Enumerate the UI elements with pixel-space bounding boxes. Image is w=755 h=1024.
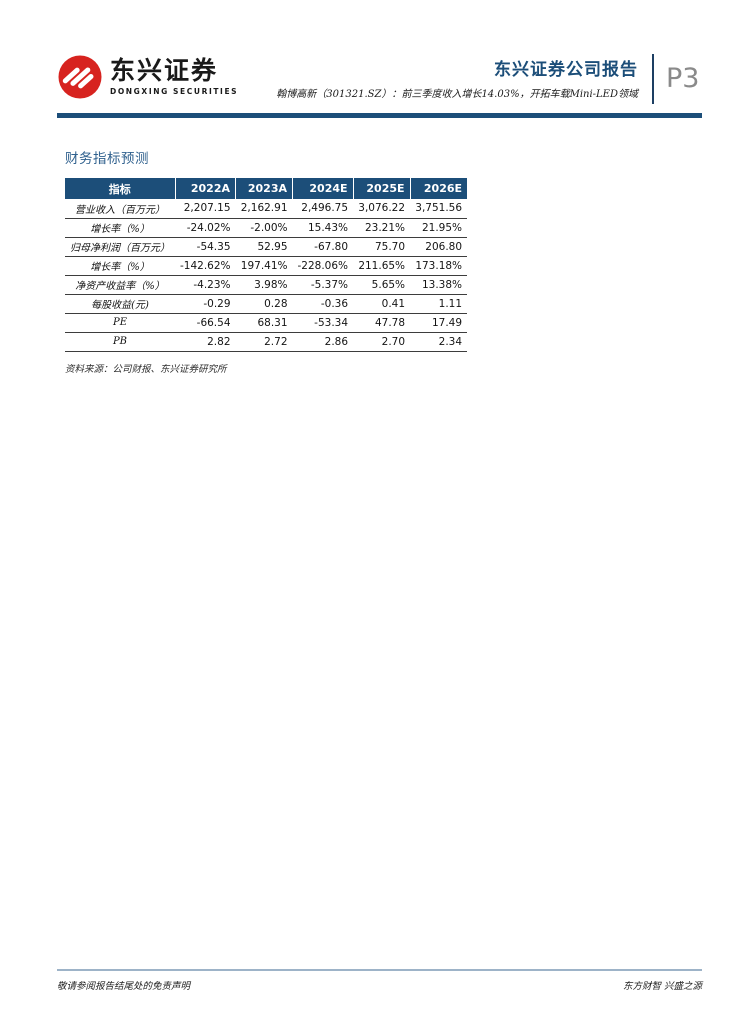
footer-rule: [57, 969, 702, 971]
cell-value: 17.49: [410, 313, 468, 333]
column-header-2022a: 2022A: [175, 178, 237, 199]
financial-forecast-table: 指标 2022A 2023A 2024E 2025E 2026E 营业收入（百万…: [65, 178, 468, 352]
column-header-2026e: 2026E: [410, 178, 468, 199]
table-row: 每股收益(元) -0.29 0.28 -0.36 0.41 1.11: [65, 294, 468, 314]
row-label: 增长率（%）: [65, 218, 175, 238]
cell-value: -228.06%: [292, 256, 354, 276]
cell-value: 52.95: [235, 237, 293, 257]
row-label: 营业收入（百万元）: [65, 199, 175, 219]
row-label: PB: [65, 332, 175, 352]
header-titles: 东兴证券公司报告 翰博高新（301321.SZ）：前三季度收入增长14.03%，…: [276, 58, 638, 100]
cell-value: 0.28: [235, 294, 293, 314]
cell-value: 197.41%: [235, 256, 293, 276]
cell-value: 2.86: [292, 332, 354, 352]
cell-value: 2.34: [410, 332, 468, 352]
cell-value: -5.37%: [292, 275, 354, 295]
cell-value: -0.29: [175, 294, 236, 314]
cell-value: -24.02%: [175, 218, 236, 238]
column-header-2024e: 2024E: [292, 178, 354, 199]
header-rule: [57, 113, 702, 118]
header-right: 东兴证券公司报告 翰博高新（301321.SZ）：前三季度收入增长14.03%，…: [276, 54, 702, 104]
table-row: PE -66.54 68.31 -53.34 47.78 17.49: [65, 313, 468, 333]
footer-row: 敬请参阅报告结尾处的免责声明 东方财智 兴盛之源: [57, 978, 702, 992]
cell-value: -2.00%: [235, 218, 293, 238]
brand-logo: 东兴证券 DONGXING SECURITIES: [57, 54, 238, 100]
table-row: 增长率（%） -142.62% 197.41% -228.06% 211.65%…: [65, 256, 468, 276]
table-row: 归母净利润（百万元） -54.35 52.95 -67.80 75.70 206…: [65, 237, 468, 257]
cell-value: 173.18%: [410, 256, 468, 276]
column-header-2023a: 2023A: [235, 178, 294, 199]
row-label: 归母净利润（百万元）: [65, 237, 175, 257]
report-subtitle: 翰博高新（301321.SZ）：前三季度收入增长14.03%，开拓车载Mini-…: [276, 89, 638, 101]
cell-value: 21.95%: [410, 218, 468, 238]
cell-value: -4.23%: [175, 275, 236, 295]
cell-value: 15.43%: [292, 218, 354, 238]
cell-value: 0.41: [353, 294, 411, 314]
report-header: 东兴证券 DONGXING SECURITIES 东兴证券公司报告 翰博高新（3…: [57, 54, 702, 104]
column-header-indicator: 指标: [65, 178, 176, 199]
cell-value: 211.65%: [353, 256, 411, 276]
cell-value: -0.36: [292, 294, 354, 314]
cell-value: -142.62%: [175, 256, 236, 276]
footer-slogan: 东方财智 兴盛之源: [622, 981, 702, 992]
cell-value: 23.21%: [353, 218, 411, 238]
row-label: 增长率（%）: [65, 256, 175, 276]
cell-value: 2,207.15: [175, 199, 236, 219]
column-header-2025e: 2025E: [353, 178, 411, 199]
cell-value: 2.82: [175, 332, 236, 352]
table-header: 指标 2022A 2023A 2024E 2025E 2026E: [65, 178, 468, 199]
table-body: 营业收入（百万元） 2,207.15 2,162.91 2,496.75 3,0…: [65, 199, 468, 352]
cell-value: 47.78: [353, 313, 411, 333]
row-label: PE: [65, 313, 175, 333]
cell-value: 2.70: [353, 332, 411, 352]
table-header-row: 指标 2022A 2023A 2024E 2025E 2026E: [65, 178, 468, 199]
report-type-title: 东兴证券公司报告: [494, 59, 638, 80]
source-note: 资料来源：公司财报、东兴证券研究所: [65, 363, 227, 375]
header-vertical-divider: [652, 54, 654, 104]
cell-value: 13.38%: [410, 275, 468, 295]
brand-name-en: DONGXING SECURITIES: [110, 86, 239, 96]
brand-name-cn: 东兴证券: [110, 56, 219, 86]
cell-value: 1.11: [410, 294, 468, 314]
table-row: 营业收入（百万元） 2,207.15 2,162.91 2,496.75 3,0…: [65, 199, 468, 219]
footer-disclaimer: 敬请参阅报告结尾处的免责声明: [57, 981, 191, 992]
cell-value: 2,162.91: [235, 199, 293, 219]
table-row: 增长率（%） -24.02% -2.00% 15.43% 23.21% 21.9…: [65, 218, 468, 238]
cell-value: 2.72: [235, 332, 293, 352]
brand-logo-text: 东兴证券 DONGXING SECURITIES: [110, 56, 239, 96]
page-number: P3: [666, 63, 700, 94]
cell-value: -53.34: [292, 313, 354, 333]
cell-value: 3,076.22: [353, 199, 411, 219]
cell-value: 3.98%: [235, 275, 293, 295]
section-title: 财务指标预测: [65, 151, 149, 167]
cell-value: 3,751.56: [410, 199, 468, 219]
cell-value: 2,496.75: [292, 199, 354, 219]
cell-value: 68.31: [235, 313, 293, 333]
report-footer: 敬请参阅报告结尾处的免责声明 东方财智 兴盛之源: [57, 969, 702, 992]
brand-logo-icon: [58, 55, 102, 99]
row-label: 净资产收益率（%）: [65, 275, 175, 295]
cell-value: 206.80: [410, 237, 468, 257]
table-row: 净资产收益率（%） -4.23% 3.98% -5.37% 5.65% 13.3…: [65, 275, 468, 295]
cell-value: 75.70: [353, 237, 411, 257]
row-label: 每股收益(元): [65, 294, 175, 314]
cell-value: -67.80: [292, 237, 354, 257]
cell-value: -54.35: [175, 237, 236, 257]
table-row: PB 2.82 2.72 2.86 2.70 2.34: [65, 332, 468, 352]
cell-value: 5.65%: [353, 275, 411, 295]
cell-value: -66.54: [175, 313, 236, 333]
